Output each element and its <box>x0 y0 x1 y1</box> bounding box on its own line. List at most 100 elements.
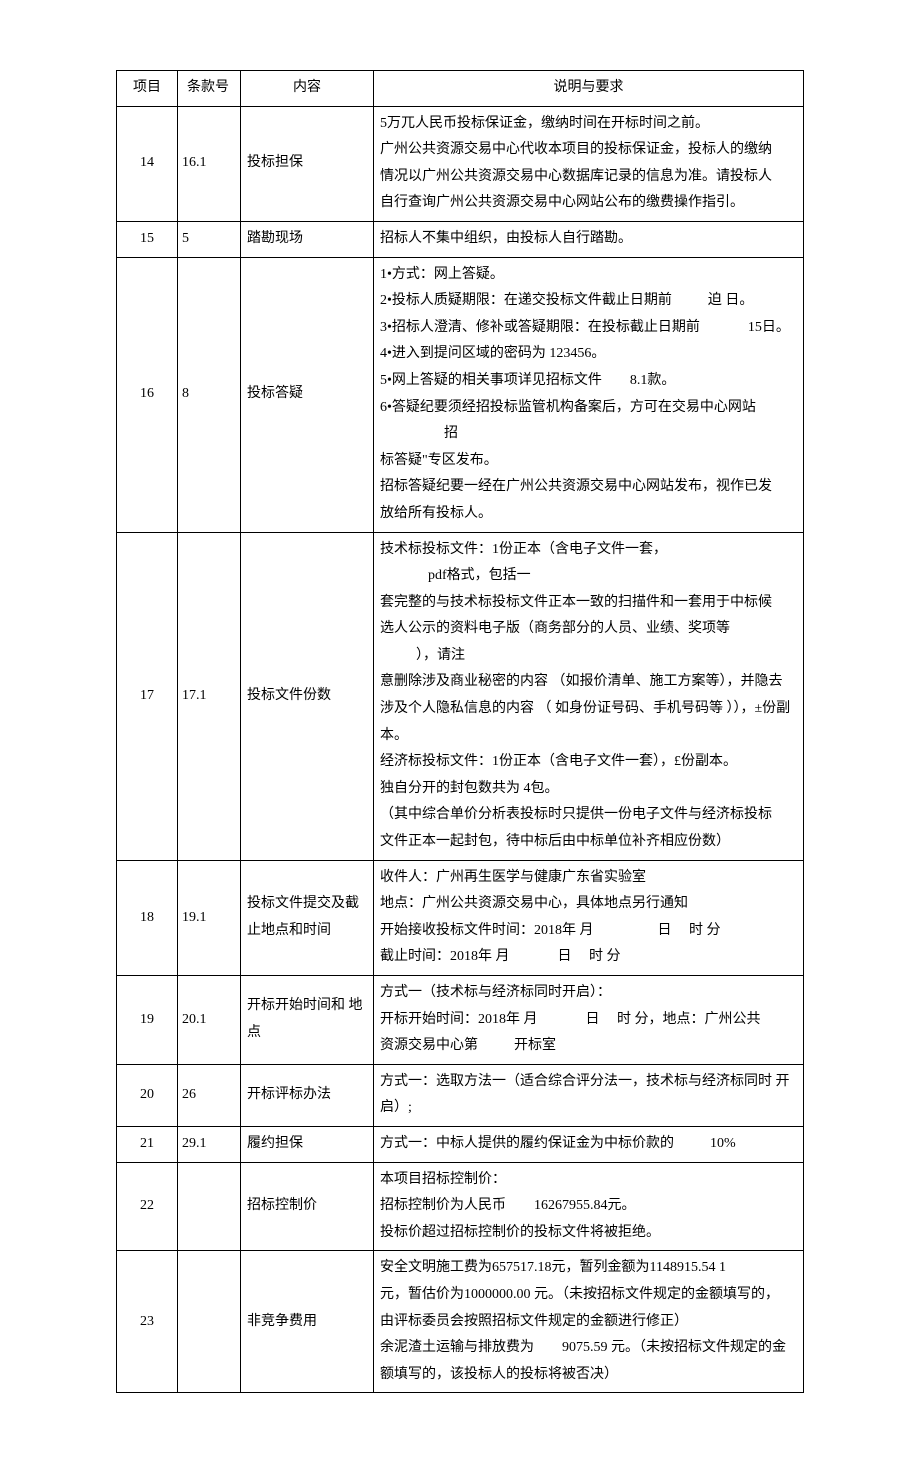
description-line: 方式一：中标人提供的履约保证金为中标价款的10% <box>380 1131 797 1158</box>
cell-content: 投标担保 <box>241 106 374 221</box>
cell-content: 投标答疑 <box>241 257 374 532</box>
cell-project: 19 <box>117 976 178 1065</box>
description-line: 招标答疑纪要一经在广州公共资源交易中心网站发布，视作已发 <box>380 474 797 501</box>
description-line: 经济标投标文件：1份正本（含电子文件一套），£份副本。 <box>380 749 797 776</box>
description-line: 1•方式：网上答疑。 <box>380 262 797 289</box>
cell-description: 1•方式：网上答疑。2•投标人质疑期限：在递交投标文件截止日期前迫 日。3•招标… <box>374 257 804 532</box>
description-line: （其中综合单价分析表投标时只提供一份电子文件与经济标投标 <box>380 802 797 829</box>
cell-clause <box>178 1251 241 1393</box>
description-line: 投标价超过招标控制价的投标文件将被拒绝。 <box>380 1220 797 1247</box>
description-line: 招标人不集中组织，由投标人自行踏勘。 <box>380 226 797 253</box>
cell-description: 方式一（技术标与经济标同时开启）：开标开始时间：2018年 月日 时 分，地点：… <box>374 976 804 1065</box>
description-line: 5•网上答疑的相关事项详见招标文件8.1款。 <box>380 368 797 395</box>
description-line: 2•投标人质疑期限：在递交投标文件截止日期前迫 日。 <box>380 288 797 315</box>
description-segment: 10% <box>710 1131 736 1158</box>
table-row: 1717.1投标文件份数技术标投标文件：1份正本（含电子文件一套，pdf格式，包… <box>117 532 804 860</box>
cell-content: 履约担保 <box>241 1126 374 1162</box>
cell-project: 14 <box>117 106 178 221</box>
description-line: 4•进入到提问区域的密码为 123456。 <box>380 341 797 368</box>
cell-clause <box>178 1162 241 1251</box>
description-line: 开标开始时间：2018年 月日 时 分，地点：广州公共 <box>380 1007 797 1034</box>
description-line: 放给所有投标人。 <box>380 501 797 528</box>
spec-table: 项目 条款号 内容 说明与要求 1416.1投标担保5万兀人民币投标保证金，缴纳… <box>116 70 804 1393</box>
description-line: 资源交易中心第开标室 <box>380 1033 797 1060</box>
description-line: 3•招标人澄清、修补或答疑期限：在投标截止日期前15日。 <box>380 315 797 342</box>
description-segment: 迫 日。 <box>708 288 754 315</box>
cell-clause: 20.1 <box>178 976 241 1065</box>
table-row: 23 非竞争费用安全文明施工费为657517.18元，暂列金额为1148915.5… <box>117 1251 804 1393</box>
description-segment: 15日。 <box>748 315 790 342</box>
description-line: 开始接收投标文件时间：2018年 月日 时 分 <box>380 918 797 945</box>
cell-description: 收件人：广州再生医学与健康广东省实验室地点：广州公共资源交易中心，具体地点另行通… <box>374 860 804 975</box>
description-line: 本项目招标控制价： <box>380 1167 797 1194</box>
cell-project: 20 <box>117 1064 178 1126</box>
cell-clause: 19.1 <box>178 860 241 975</box>
description-line: 涉及个人隐私信息的内容 （ 如身份证号码、手机号码等 ）），±份副 本。 <box>380 696 797 749</box>
cell-content: 投标文件提交及截止地点和时间 <box>241 860 374 975</box>
table-row: 1416.1投标担保5万兀人民币投标保证金，缴纳时间在开标时间之前。广州公共资源… <box>117 106 804 221</box>
description-line: 余泥渣土运输与排放费为9075.59 元。（未按招标文件规定的金 <box>380 1335 797 1362</box>
description-segment: 开标室 <box>514 1033 556 1060</box>
description-segment: ），请注 <box>416 643 465 670</box>
table-header-row: 项目 条款号 内容 说明与要求 <box>117 71 804 107</box>
description-line: 广州公共资源交易中心代收本项目的投标保证金，投标人的缴纳 <box>380 137 797 164</box>
description-line: 技术标投标文件：1份正本（含电子文件一套，pdf格式，包括一 <box>380 537 797 590</box>
cell-content: 招标控制价 <box>241 1162 374 1251</box>
description-line: 招标控制价为人民币16267955.84元。 <box>380 1193 797 1220</box>
table-row: 168投标答疑1•方式：网上答疑。2•投标人质疑期限：在递交投标文件截止日期前迫… <box>117 257 804 532</box>
cell-clause: 16.1 <box>178 106 241 221</box>
description-line: 元，暂估价为1000000.00 元。（未按招标文件规定的金额填写的， <box>380 1282 797 1309</box>
table-row: 155踏勘现场招标人不集中组织，由投标人自行踏勘。 <box>117 221 804 257</box>
description-line: 额填写的，该投标人的投标将被否决） <box>380 1362 797 1389</box>
description-line: 地点：广州公共资源交易中心，具体地点另行通知 <box>380 891 797 918</box>
description-line: 由评标委员会按照招标文件规定的金额进行修正） <box>380 1309 797 1336</box>
cell-description: 技术标投标文件：1份正本（含电子文件一套，pdf格式，包括一套完整的与技术标投标… <box>374 532 804 860</box>
cell-content: 开标评标办法 <box>241 1064 374 1126</box>
cell-project: 22 <box>117 1162 178 1251</box>
description-segment: 招 <box>444 421 458 448</box>
description-line: 6•答疑纪要须经招投标监管机构备案后，方可在交易中心网站招 <box>380 395 797 448</box>
cell-clause: 17.1 <box>178 532 241 860</box>
description-line: 意删除涉及商业秘密的内容 （如报价清单、施工方案等），并隐去 <box>380 669 797 696</box>
description-line: 方式一（技术标与经济标同时开启）： <box>380 980 797 1007</box>
cell-clause: 5 <box>178 221 241 257</box>
description-line: 截止时间：2018年 月日 时 分 <box>380 944 797 971</box>
cell-project: 18 <box>117 860 178 975</box>
cell-description: 安全文明施工费为657517.18元，暂列金额为1148915.54 1元，暂估… <box>374 1251 804 1393</box>
header-clause: 条款号 <box>178 71 241 107</box>
table-row: 1920.1开标开始时间和 地点方式一（技术标与经济标同时开启）：开标开始时间：… <box>117 976 804 1065</box>
cell-clause: 26 <box>178 1064 241 1126</box>
header-description: 说明与要求 <box>374 71 804 107</box>
description-line: 标答疑"专区发布。 <box>380 448 797 475</box>
description-line: 收件人：广州再生医学与健康广东省实验室 <box>380 865 797 892</box>
description-segment: 9075.59 元。（未按招标文件规定的金 <box>562 1335 786 1362</box>
cell-description: 本项目招标控制价：招标控制价为人民币16267955.84元。投标价超过招标控制… <box>374 1162 804 1251</box>
table-row: 22 招标控制价本项目招标控制价：招标控制价为人民币16267955.84元。投标… <box>117 1162 804 1251</box>
cell-project: 23 <box>117 1251 178 1393</box>
description-line: 自行查询广州公共资源交易中心网站公布的缴费操作指引。 <box>380 190 797 217</box>
cell-content: 投标文件份数 <box>241 532 374 860</box>
table-row: 2129.1履约担保方式一：中标人提供的履约保证金为中标价款的10% <box>117 1126 804 1162</box>
cell-description: 5万兀人民币投标保证金，缴纳时间在开标时间之前。广州公共资源交易中心代收本项目的… <box>374 106 804 221</box>
cell-clause: 8 <box>178 257 241 532</box>
description-line: 独自分开的封包数共为 4包。 <box>380 776 797 803</box>
table-row: 1819.1投标文件提交及截止地点和时间收件人：广州再生医学与健康广东省实验室地… <box>117 860 804 975</box>
description-segment: pdf格式，包括一 <box>428 563 531 590</box>
table-row: 2026开标评标办法方式一：选取方法一（适合综合评分法一，技术标与经济标同时 开… <box>117 1064 804 1126</box>
cell-description: 方式一：选取方法一（适合综合评分法一，技术标与经济标同时 开启）; <box>374 1064 804 1126</box>
cell-project: 15 <box>117 221 178 257</box>
description-line: 套完整的与技术标投标文件正本一致的扫描件和一套用于中标候 <box>380 590 797 617</box>
cell-project: 16 <box>117 257 178 532</box>
cell-content: 踏勘现场 <box>241 221 374 257</box>
cell-content: 非竞争费用 <box>241 1251 374 1393</box>
description-segment: 8.1款。 <box>630 368 676 395</box>
description-line: 选人公示的资料电子版（商务部分的人员、业绩、奖项等），请注 <box>380 616 797 669</box>
header-project: 项目 <box>117 71 178 107</box>
description-line: 文件正本一起封包，待中标后由中标单位补齐相应份数） <box>380 829 797 856</box>
cell-project: 17 <box>117 532 178 860</box>
description-segment: 日 时 分，地点：广州公共 <box>586 1007 761 1034</box>
cell-content: 开标开始时间和 地点 <box>241 976 374 1065</box>
cell-clause: 29.1 <box>178 1126 241 1162</box>
cell-description: 招标人不集中组织，由投标人自行踏勘。 <box>374 221 804 257</box>
description-segment: 日 时 分 <box>558 944 621 971</box>
